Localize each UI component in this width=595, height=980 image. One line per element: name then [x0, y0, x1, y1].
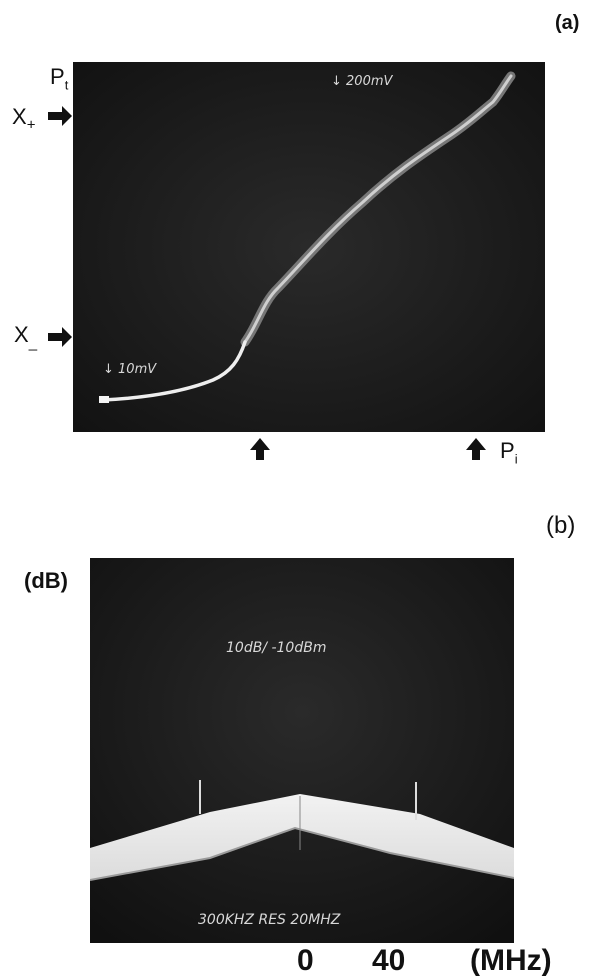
- marker-x-plus: X+: [12, 104, 36, 134]
- curve-lower-branch: [101, 340, 247, 402]
- pi-up-arrow-icon: [466, 438, 486, 460]
- scale-top-text: ↓ 200mV: [331, 74, 393, 89]
- screen-top-text: 10dB/ -10dBm: [226, 640, 327, 656]
- spectrum-trace: [90, 558, 514, 943]
- curve-start-dot: [99, 396, 109, 403]
- panel-a-x-label: Pi: [500, 438, 518, 467]
- screen-bottom-text: 300KHZ RES 20MHZ: [198, 912, 341, 928]
- noise-band-bottom-edge: [90, 826, 514, 881]
- transfer-curve: [73, 62, 545, 432]
- x-plus-arrow-icon: [48, 106, 72, 126]
- scale-bottom-text: ↓ 10mV: [103, 362, 157, 377]
- x-tick-0: 0: [297, 944, 314, 977]
- panel-a-y-label: Pt: [50, 64, 69, 93]
- oscilloscope-screen-a: ↓ 200mV ↓ 10mV: [73, 62, 545, 432]
- spectrum-analyzer-screen: 10dB/ -10dBm 300KHZ RES 20MHZ: [90, 558, 514, 943]
- x-tick-40: 40: [372, 944, 406, 977]
- curve-upper-core: [243, 74, 513, 344]
- panel-a-label: (a): [555, 12, 580, 34]
- noise-band: [90, 794, 514, 880]
- x-axis-unit: (MHz): [470, 944, 552, 977]
- panel-b-label: (b): [546, 512, 576, 539]
- panel-b-y-label: (dB): [24, 568, 68, 593]
- threshold-up-arrow-icon: [250, 438, 270, 460]
- x-minus-arrow-icon: [48, 327, 72, 347]
- marker-x-minus: X_: [14, 322, 38, 352]
